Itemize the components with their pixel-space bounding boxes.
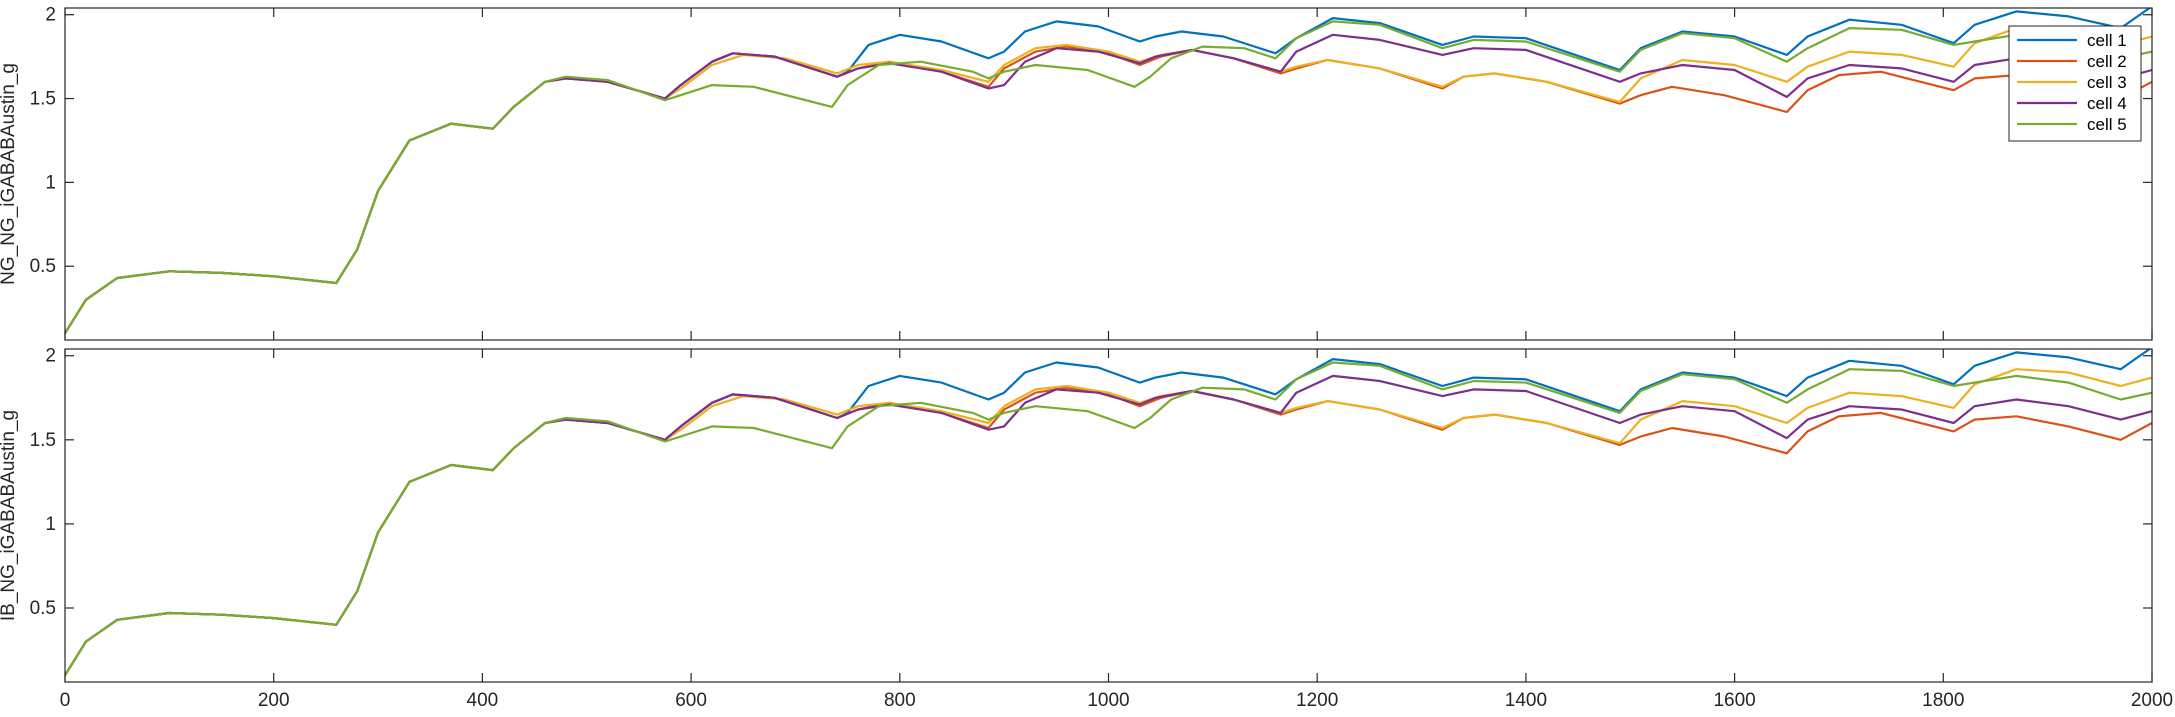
series-line-cell-4 (65, 33, 2152, 335)
y-tick-label: 1 (45, 514, 56, 535)
y-tick-label: 1.5 (30, 89, 56, 110)
x-tick-label: 800 (884, 690, 916, 711)
x-tick-label: 600 (675, 690, 707, 711)
x-tick-label: 1400 (1505, 690, 1547, 711)
legend-label: cell 3 (2087, 73, 2127, 92)
chart-panel-2: 0 200 400 600 800 1000 1200 1400 1600 1800 2000 0.5… (0, 346, 2173, 717)
y-tick-label: 2 (45, 346, 56, 367)
series-line-cell-5 (65, 361, 2152, 677)
series-line-cell-5 (65, 20, 2152, 335)
series-line-cell-3 (65, 27, 2152, 335)
series-line-cell-3 (65, 368, 2152, 677)
y-axis-label: IB_NG_iGABABAustin_g (0, 410, 19, 621)
y-axis-label: NG_NG_iGABABAustin_g (0, 63, 19, 285)
y-tick-label: 2 (45, 5, 56, 26)
y-tick-label: 1 (45, 172, 56, 193)
chart-panel-1: 0.5 1 1.5 2 NG_NG_iGABABAustin_g cell 1 cell 2… (0, 5, 2153, 341)
x-tick-label: 1000 (1087, 690, 1129, 711)
series-line-cell-4 (65, 374, 2152, 677)
axes-box (64, 348, 2153, 683)
x-tick-label: 1200 (1296, 690, 1338, 711)
legend-label: cell 5 (2087, 115, 2127, 134)
y-tick-label: 0.5 (30, 598, 56, 619)
x-tick-label: 1600 (1713, 690, 1755, 711)
y-tick-label: 0.5 (30, 256, 56, 277)
x-tick-label: 400 (467, 690, 499, 711)
axes-box (64, 7, 2153, 341)
legend-label: cell 1 (2087, 31, 2127, 50)
x-tick-label: 2000 (2131, 690, 2173, 711)
legend-label: cell 4 (2087, 94, 2127, 113)
legend-box (2008, 25, 2142, 142)
x-tick-label: 1800 (1922, 690, 1964, 711)
x-tick-label: 0 (60, 690, 71, 711)
legend-label: cell 2 (2087, 52, 2127, 71)
legend: cell 1 cell 2 cell 3 cell 4 cell 5 (2008, 25, 2142, 142)
y-tick-label: 1.5 (30, 430, 56, 451)
x-tick-label: 200 (258, 690, 290, 711)
